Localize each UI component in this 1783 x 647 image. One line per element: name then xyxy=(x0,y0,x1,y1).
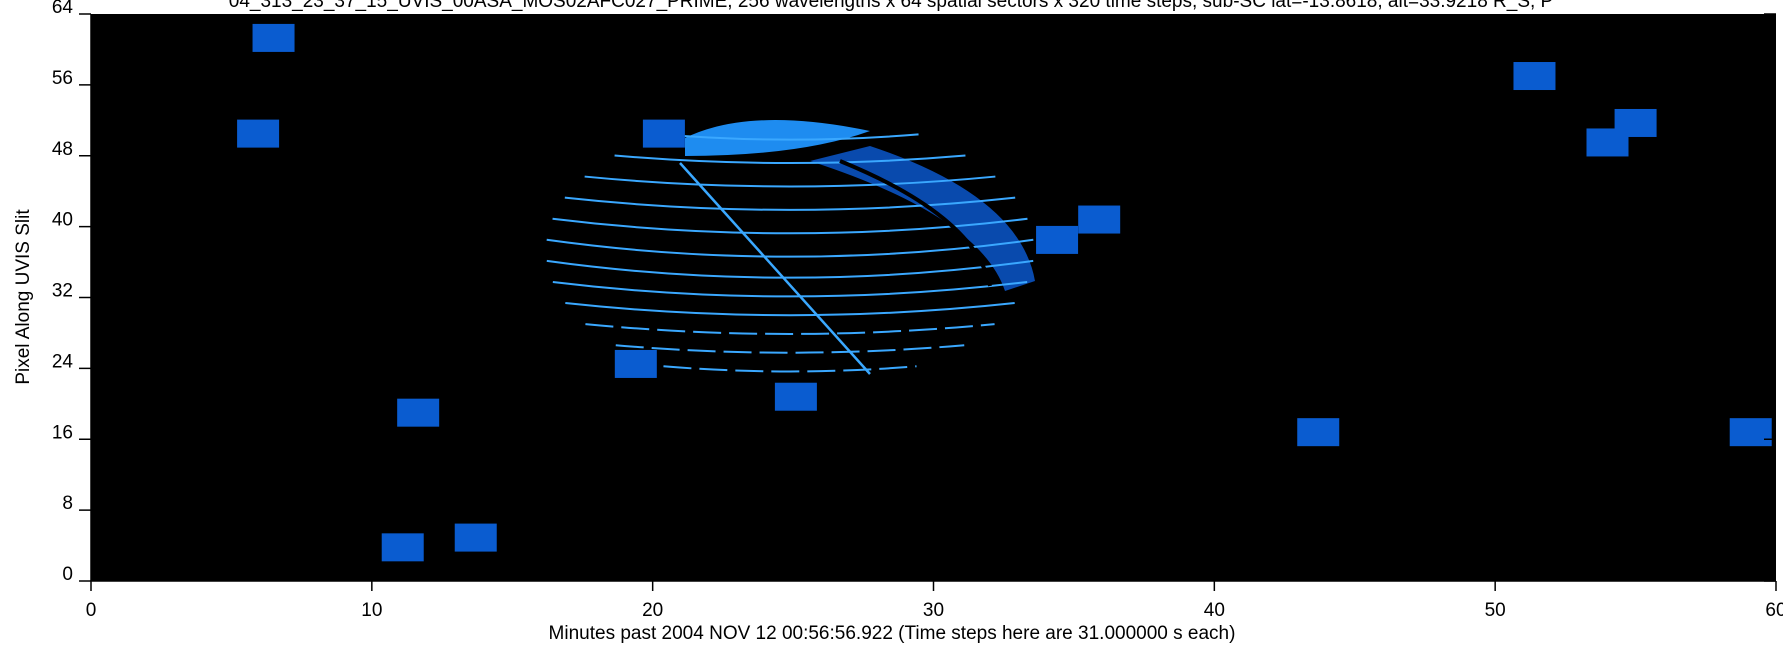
data-block xyxy=(1513,62,1556,91)
data-block xyxy=(454,523,497,552)
data-block xyxy=(1036,225,1079,254)
latitude-line xyxy=(585,323,995,335)
x-axis-label: Minutes past 2004 NOV 12 00:56:56.922 (T… xyxy=(549,623,1236,644)
x-tick-label: 10 xyxy=(361,600,382,621)
data-block xyxy=(1297,418,1340,447)
latitude-line xyxy=(552,217,1028,235)
x-tick-label: 30 xyxy=(923,600,944,621)
data-block xyxy=(381,533,424,562)
x-tick-label: 20 xyxy=(642,600,663,621)
terminator xyxy=(839,159,992,287)
latitude-line xyxy=(614,154,966,165)
planet xyxy=(546,120,1035,375)
x-tick-label: 60 xyxy=(1765,600,1783,621)
x-tick-label: 40 xyxy=(1204,600,1225,621)
data-block xyxy=(237,119,280,148)
data-block xyxy=(774,382,817,411)
y-tick-label: 56 xyxy=(52,68,73,89)
planet-limb xyxy=(810,146,1035,291)
data-block xyxy=(397,398,440,427)
y-tick-label: 16 xyxy=(52,422,73,443)
chart-title: 04_313_23_37_15_UVIS_00ASA_MOS02AFC027_P… xyxy=(229,0,1553,12)
y-tick-label: 64 xyxy=(52,0,74,18)
planet-cap xyxy=(685,120,870,156)
x-tick-label: 50 xyxy=(1485,600,1506,621)
y-tick-label: 32 xyxy=(52,281,73,302)
meridian-line xyxy=(679,162,871,375)
y-tick-label: 48 xyxy=(52,139,73,160)
plot-area xyxy=(91,14,1776,581)
y-tick-label: 0 xyxy=(62,564,73,585)
latitude-line xyxy=(546,259,1034,279)
latitude-line xyxy=(661,133,919,141)
data-block xyxy=(1614,108,1657,137)
y-axis-label: Pixel Along UVIS Slit xyxy=(13,209,34,385)
latitude-line xyxy=(565,302,1015,317)
data-block xyxy=(252,23,295,52)
latitude-line xyxy=(584,175,996,188)
latitude-line xyxy=(552,280,1028,298)
data-block xyxy=(642,119,685,148)
data-block xyxy=(1729,418,1772,447)
data-block xyxy=(1078,205,1121,234)
latitude-line xyxy=(564,196,1016,211)
x-tick-label: 0 xyxy=(86,600,97,621)
y-tick-label: 40 xyxy=(52,210,73,231)
latitude-line xyxy=(663,365,917,373)
latitude-line xyxy=(546,238,1034,258)
y-tick-label: 8 xyxy=(62,493,73,514)
data-block xyxy=(614,349,657,378)
y-tick-label: 24 xyxy=(52,351,74,372)
latitude-line xyxy=(615,344,965,354)
